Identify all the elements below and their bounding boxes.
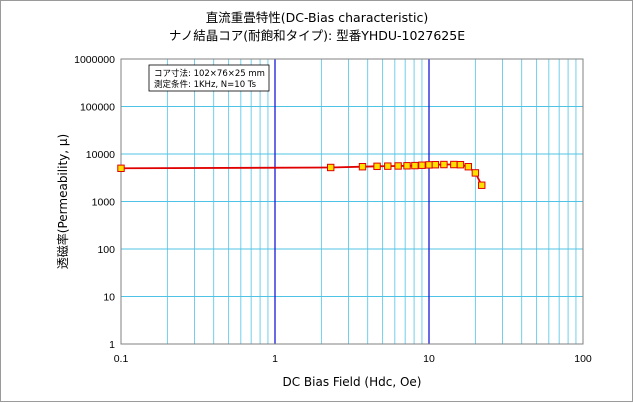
y-tick-label: 100 (97, 244, 115, 256)
data-point (456, 161, 465, 169)
chart-title-line1: 直流重畳特性(DC-Bias characteristic) (206, 10, 428, 25)
data-point (358, 163, 367, 171)
data-point (440, 160, 448, 169)
plot-border (120, 58, 584, 345)
annotation-box (148, 64, 270, 92)
chart-title-line2: ナノ結晶コア(耐飽和タイプ): 型番YHDU-1027625E (169, 28, 465, 43)
x-tick-label: 100 (574, 353, 592, 365)
data-point (425, 161, 433, 169)
data-point (411, 161, 419, 170)
y-tick-labels: 1 10 100 1000 10000 100000 1000000 (74, 54, 115, 351)
data-point (418, 161, 426, 169)
y-tick-label: 1000000 (74, 54, 115, 66)
data-point (450, 160, 458, 169)
annotation-measurement-condition: 測定条件: 1KHz, N=10 Ts (154, 79, 257, 90)
y-tick-label: 100000 (80, 102, 115, 114)
y-tick-label: 1 (109, 339, 115, 351)
data-point (373, 162, 381, 171)
data-point (327, 163, 335, 172)
data-point (394, 162, 402, 170)
data-point (384, 162, 392, 170)
x-tick-labels: 0.1 1 10 100 (114, 353, 592, 365)
data-point (471, 169, 480, 177)
y-tick-label: 10000 (86, 149, 115, 161)
data-point (117, 164, 125, 172)
core-spec-annotation: コア寸法: 102×76×25 mm 測定条件: 1KHz, N=10 Ts (148, 64, 270, 92)
x-tick-label: 0.1 (114, 353, 129, 365)
data-point (403, 162, 411, 170)
data-point (464, 163, 473, 171)
data-point (431, 161, 440, 169)
y-tick-label: 10 (103, 292, 115, 304)
x-axis-label: DC Bias Field (Hdc, Oe) (283, 375, 422, 389)
permeability-series (117, 160, 486, 189)
y-axis-label: 透磁率(Permeability, μ) (55, 134, 70, 269)
annotation-core-size: コア寸法: 102×76×25 mm (154, 68, 265, 79)
data-point (478, 181, 486, 189)
x-tick-label: 1 (272, 353, 278, 365)
gridlines (121, 59, 583, 344)
y-tick-label: 1000 (92, 197, 116, 209)
x-tick-label: 10 (423, 353, 435, 365)
